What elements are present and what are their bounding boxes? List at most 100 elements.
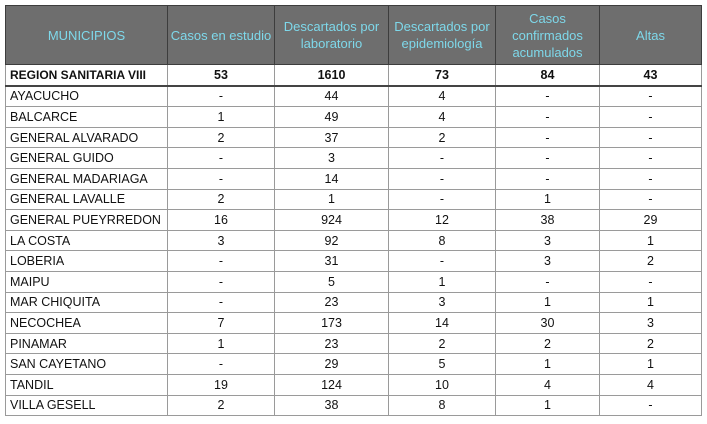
- municipio-name: BALCARCE: [5, 106, 168, 128]
- descartados-laboratorio-cell: 38: [274, 394, 389, 417]
- total-casos-en-estudio: 53: [167, 63, 275, 87]
- casos-confirmados-cell: 1: [495, 188, 600, 211]
- total-name: REGION SANITARIA VIII: [5, 63, 168, 87]
- casos-en-estudio-cell: 16: [167, 209, 275, 231]
- descartados-epidemiologia-cell: 4: [388, 106, 496, 128]
- casos-confirmados-cell: -: [495, 85, 600, 108]
- descartados-laboratorio-cell: 29: [274, 353, 389, 375]
- altas-cell: 4: [599, 373, 702, 396]
- altas-cell: 2: [599, 332, 702, 355]
- casos-confirmados-cell: 1: [495, 291, 600, 314]
- table-row: GENERAL PUEYRREDON 16 924 12 38 29: [5, 209, 702, 231]
- header-descartados-epidemiologia: Descartados por epidemiología: [388, 5, 496, 65]
- table-row: NECOCHEA 7 173 14 30 3: [5, 312, 702, 334]
- header-descartados-laboratorio: Descartados por laboratorio: [274, 5, 389, 65]
- table-row: VILLA GESELL 2 38 8 1-: [5, 394, 702, 417]
- descartados-epidemiologia-cell: 8: [388, 229, 496, 252]
- table-row: LOBERIA -31-3 2: [5, 250, 702, 272]
- table-row: GENERAL LAVALLE 2 1-1-: [5, 188, 702, 211]
- table-row: BALCARCE 1 49 4- -: [5, 106, 702, 128]
- header-altas: Altas: [599, 5, 702, 65]
- descartados-laboratorio-cell: 924: [274, 209, 389, 231]
- table-row: MAIPU -5 1- -: [5, 270, 702, 293]
- table-row: LA COSTA 3 92 8 3 1: [5, 229, 702, 252]
- table-row: AYACUCHO -44 4- -: [5, 85, 702, 108]
- casos-confirmados-cell: 1: [495, 353, 600, 375]
- header-casos-confirmados: Casos confirmados acumulados: [495, 5, 600, 65]
- altas-cell: 1: [599, 229, 702, 252]
- municipio-name: MAIPU: [5, 270, 168, 293]
- municipio-name: VILLA GESELL: [5, 394, 168, 417]
- casos-en-estudio-cell: -: [167, 353, 275, 375]
- descartados-epidemiologia-cell: -: [388, 167, 496, 190]
- casos-confirmados-cell: 30: [495, 312, 600, 334]
- altas-cell: 1: [599, 291, 702, 314]
- casos-en-estudio-cell: 2: [167, 394, 275, 417]
- casos-en-estudio-cell: -: [167, 167, 275, 190]
- altas-cell: -: [599, 147, 702, 169]
- casos-en-estudio-cell: 1: [167, 332, 275, 355]
- header-row: MUNICIPIOS Casos en estudio Descartados …: [5, 5, 702, 65]
- table-row: PINAMAR 1 23 2 2 2: [5, 332, 702, 355]
- altas-cell: -: [599, 394, 702, 417]
- descartados-epidemiologia-cell: 2: [388, 126, 496, 149]
- municipio-name: AYACUCHO: [5, 85, 168, 108]
- total-descartados-laboratorio: 1610: [274, 63, 389, 87]
- descartados-laboratorio-cell: 92: [274, 229, 389, 252]
- altas-cell: 29: [599, 209, 702, 231]
- descartados-laboratorio-cell: 31: [274, 250, 389, 272]
- casos-confirmados-cell: 2: [495, 332, 600, 355]
- municipio-name: GENERAL PUEYRREDON: [5, 209, 168, 231]
- descartados-epidemiologia-cell: -: [388, 250, 496, 272]
- altas-cell: 1: [599, 353, 702, 375]
- municipio-name: MAR CHIQUITA: [5, 291, 168, 314]
- descartados-epidemiologia-cell: 10: [388, 373, 496, 396]
- descartados-laboratorio-cell: 173: [274, 312, 389, 334]
- municipios-table: MUNICIPIOS Casos en estudio Descartados …: [5, 5, 702, 417]
- municipio-name: PINAMAR: [5, 332, 168, 355]
- descartados-laboratorio-cell: 37: [274, 126, 389, 149]
- total-row: REGION SANITARIA VIII 53 1610 73 84 43: [5, 63, 702, 87]
- descartados-epidemiologia-cell: 4: [388, 85, 496, 108]
- casos-confirmados-cell: 3: [495, 229, 600, 252]
- municipios-table-container: MUNICIPIOS Casos en estudio Descartados …: [5, 5, 702, 417]
- casos-en-estudio-cell: -: [167, 270, 275, 293]
- total-casos-confirmados: 84: [495, 63, 600, 87]
- casos-confirmados-cell: 3: [495, 250, 600, 272]
- descartados-epidemiologia-cell: 12: [388, 209, 496, 231]
- table-row: GENERAL ALVARADO 2 37 2- -: [5, 126, 702, 149]
- casos-en-estudio-cell: -: [167, 147, 275, 169]
- casos-confirmados-cell: 38: [495, 209, 600, 231]
- casos-en-estudio-cell: 19: [167, 373, 275, 396]
- descartados-laboratorio-cell: 23: [274, 291, 389, 314]
- municipio-name: GENERAL LAVALLE: [5, 188, 168, 211]
- descartados-epidemiologia-cell: 8: [388, 394, 496, 417]
- table-row: MAR CHIQUITA -23 3 1 1: [5, 291, 702, 314]
- municipio-name: LA COSTA: [5, 229, 168, 252]
- casos-en-estudio-cell: 2: [167, 188, 275, 211]
- altas-cell: -: [599, 85, 702, 108]
- casos-confirmados-cell: 4: [495, 373, 600, 396]
- casos-confirmados-cell: -: [495, 126, 600, 149]
- casos-confirmados-cell: 1: [495, 394, 600, 417]
- altas-cell: 2: [599, 250, 702, 272]
- municipio-name: GENERAL GUIDO: [5, 147, 168, 169]
- descartados-laboratorio-cell: 49: [274, 106, 389, 128]
- casos-confirmados-cell: -: [495, 167, 600, 190]
- casos-en-estudio-cell: -: [167, 250, 275, 272]
- total-descartados-epidemiologia: 73: [388, 63, 496, 87]
- descartados-laboratorio-cell: 44: [274, 85, 389, 108]
- header-casos-en-estudio: Casos en estudio: [167, 5, 275, 65]
- municipio-name: SAN CAYETANO: [5, 353, 168, 375]
- altas-cell: -: [599, 188, 702, 211]
- casos-confirmados-cell: -: [495, 106, 600, 128]
- descartados-epidemiologia-cell: 3: [388, 291, 496, 314]
- descartados-laboratorio-cell: 1: [274, 188, 389, 211]
- casos-en-estudio-cell: -: [167, 85, 275, 108]
- municipio-name: NECOCHEA: [5, 312, 168, 334]
- descartados-laboratorio-cell: 124: [274, 373, 389, 396]
- table-row: GENERAL GUIDO -3- - -: [5, 147, 702, 169]
- municipio-name: GENERAL ALVARADO: [5, 126, 168, 149]
- casos-confirmados-cell: -: [495, 270, 600, 293]
- altas-cell: -: [599, 167, 702, 190]
